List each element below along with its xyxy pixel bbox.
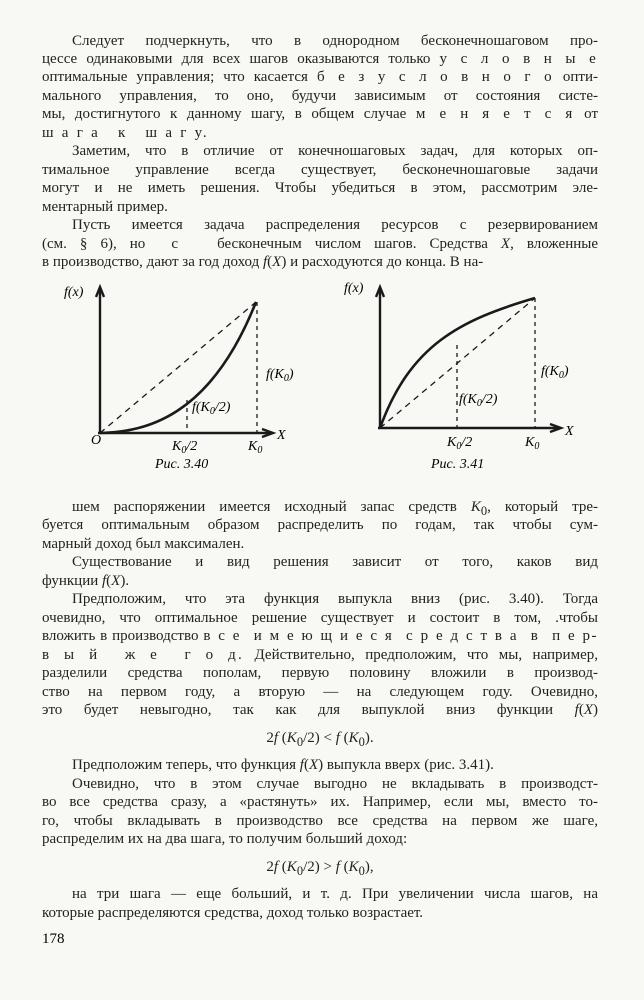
svg-text:f(x): f(x) <box>64 285 84 300</box>
svg-text:K0: K0 <box>524 435 539 452</box>
svg-text:f(K0): f(K0) <box>541 364 569 381</box>
svg-text:Рис. 3.40: Рис. 3.40 <box>154 457 208 472</box>
svg-text:K0/2: K0/2 <box>446 435 472 452</box>
svg-text:f(K0/2): f(K0/2) <box>459 392 498 409</box>
svg-text:f(x): f(x) <box>344 281 364 296</box>
svg-text:f(K0/2): f(K0/2) <box>192 400 231 417</box>
svg-text:K0: K0 <box>247 439 262 456</box>
svg-text:X: X <box>276 428 286 443</box>
svg-text:K0/2: K0/2 <box>171 439 197 456</box>
svg-text:O: O <box>91 433 101 448</box>
svg-text:Рис. 3.41: Рис. 3.41 <box>430 457 484 472</box>
svg-text:X: X <box>564 424 574 439</box>
svg-text:f(K0): f(K0) <box>266 367 294 384</box>
